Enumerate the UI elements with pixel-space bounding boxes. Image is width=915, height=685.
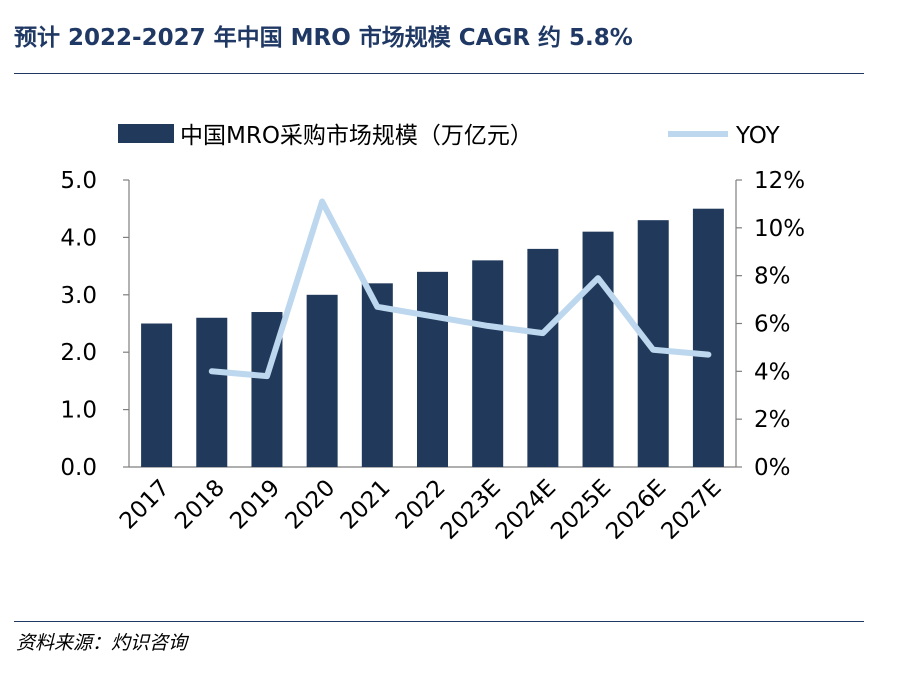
left-axis-tick-label: 1.0 — [60, 398, 97, 424]
bar-2021 — [361, 283, 393, 467]
bar-2024E — [527, 248, 559, 467]
right-axis-tick-label: 4% — [754, 359, 791, 385]
bar-2027E — [692, 208, 724, 467]
legend-line-label: YOY — [735, 123, 781, 149]
right-axis-tick-label: 10% — [754, 216, 805, 242]
title-divider — [14, 73, 864, 74]
left-axis-tick-label: 2.0 — [60, 340, 97, 366]
right-axis-tick-label: 6% — [754, 312, 791, 338]
x-tick-label-2019: 2019 — [225, 475, 285, 535]
page-title: 预计 2022-2027 年中国 MRO 市场规模 CAGR 约 5.8% — [14, 25, 633, 51]
x-tick-label-2018: 2018 — [170, 475, 230, 535]
legend: 中国MRO采购市场规模（万亿元） YOY — [118, 123, 781, 149]
source-note: 资料来源：灼识咨询 — [16, 632, 188, 654]
x-tick-label-2024E: 2024E — [491, 475, 561, 545]
bars — [141, 208, 724, 467]
left-axis-tick-label: 4.0 — [60, 225, 97, 251]
x-tick-label-2027E: 2027E — [657, 475, 727, 545]
left-axis-tick-label: 3.0 — [60, 283, 97, 309]
x-tick-label-2023E: 2023E — [436, 475, 506, 545]
right-axis-tick-label: 8% — [754, 264, 791, 290]
legend-bar-swatch — [118, 124, 174, 143]
bar-2018 — [196, 317, 228, 467]
x-tick-label-2020: 2020 — [281, 475, 341, 535]
bar-2020 — [306, 294, 338, 467]
left-axis-tick-label: 5.0 — [60, 168, 97, 194]
right-axis-tick-label: 12% — [754, 168, 805, 194]
right-axis-tick-label: 2% — [754, 407, 791, 433]
chart: 中国MRO采购市场规模（万亿元） YOY 0.01.02.03.04.05.00… — [60, 123, 805, 545]
source-divider — [14, 621, 864, 622]
x-tick-label-2025E: 2025E — [546, 475, 616, 545]
bar-2025E — [582, 231, 614, 467]
right-axis-tick-label: 0% — [754, 455, 791, 481]
left-axis-tick-label: 0.0 — [60, 455, 97, 481]
axes: 0.0 1.0 2.0 3.0 4.0 5.0 0% 2% 4% 6% 8% 10% 12% — [60, 168, 805, 481]
yoy-line-series — [208, 198, 712, 380]
bar-2023E — [472, 260, 504, 467]
bar-2026E — [637, 220, 669, 467]
bar-2022 — [417, 271, 448, 467]
x-tick-label-2017: 2017 — [115, 475, 175, 535]
legend-bar-label: 中国MRO采购市场规模（万亿元） — [180, 123, 533, 149]
bar-2017 — [141, 323, 173, 467]
yoy-line — [208, 198, 712, 380]
x-tick-label-2026E: 2026E — [601, 475, 671, 545]
x-axis-labels: 2017201820192020202120222023E2024E2025E2… — [115, 475, 727, 545]
x-tick-label-2021: 2021 — [336, 475, 396, 535]
